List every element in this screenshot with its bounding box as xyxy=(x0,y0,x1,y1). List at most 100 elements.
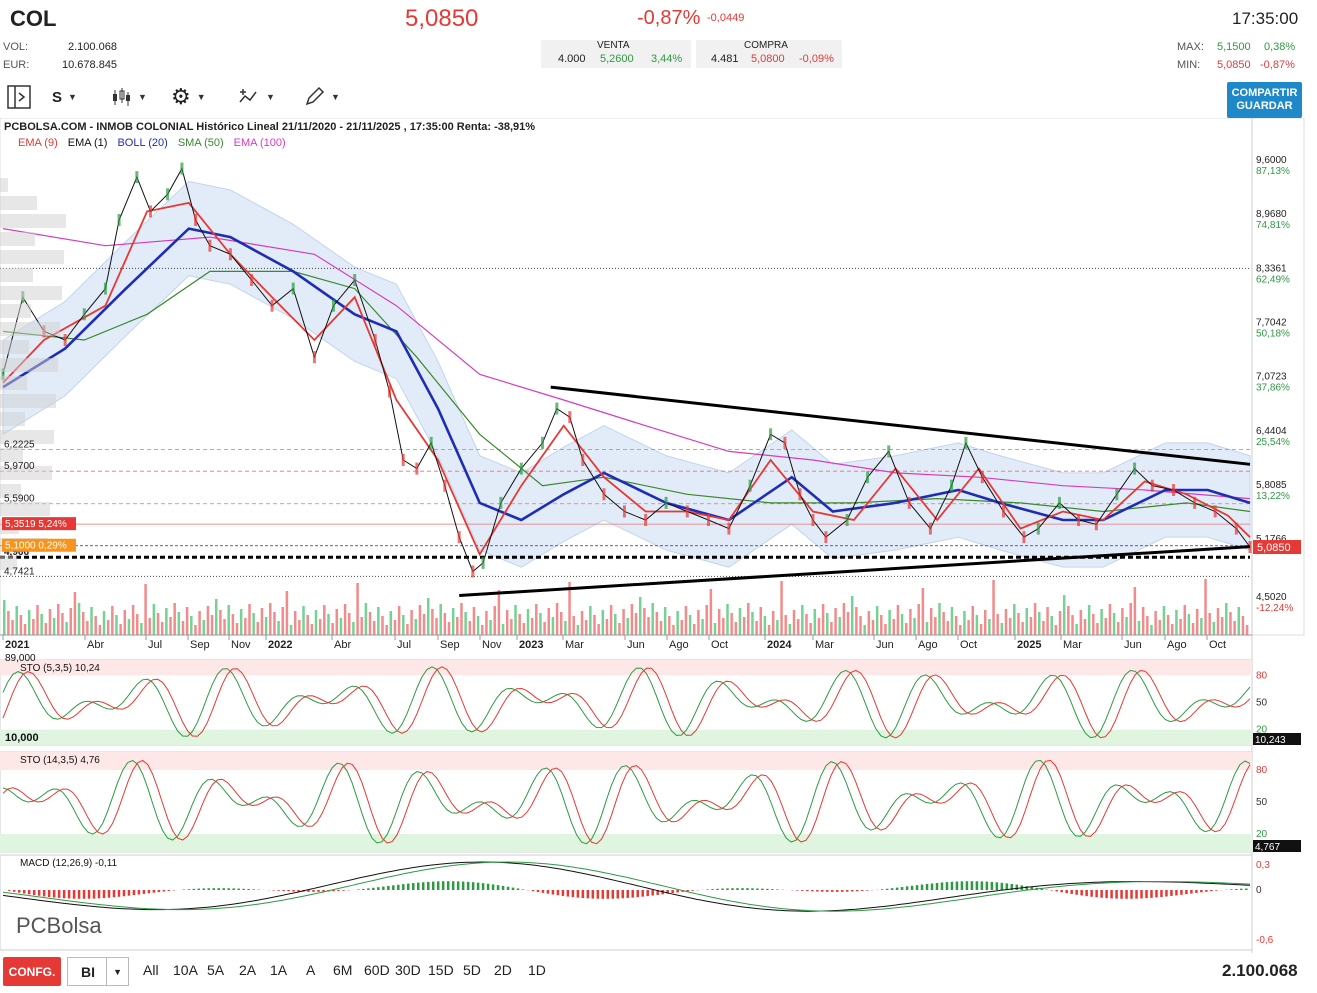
quote-time: 17:35:00 xyxy=(1232,9,1299,28)
ema100-line xyxy=(2,228,1251,500)
macd-histogram-bar xyxy=(1195,890,1198,893)
macd-histogram-bar xyxy=(277,890,280,891)
macd-histogram-bar xyxy=(412,883,415,890)
drawing-tools-button[interactable]: ▼ xyxy=(303,84,340,110)
price-candle xyxy=(499,496,503,509)
config-button[interactable]: CONFG. xyxy=(3,957,61,986)
price-candle xyxy=(82,308,86,321)
macd-histogram-bar xyxy=(1240,888,1243,890)
chart-mode-select[interactable]: BI ▼ xyxy=(67,957,129,986)
macd-histogram-bar xyxy=(1130,890,1133,899)
period-button[interactable]: All xyxy=(143,962,159,978)
macd-histogram-bar xyxy=(855,890,859,892)
y-tick-label: 7,0723 xyxy=(1256,372,1287,383)
macd-histogram-bar xyxy=(920,884,924,890)
period-button[interactable]: 60D xyxy=(364,962,390,978)
volume-bar xyxy=(697,610,700,635)
x-tick-label: Jun xyxy=(1124,639,1142,651)
volume-bar xyxy=(281,607,284,635)
macd-histogram-bar xyxy=(1040,888,1044,890)
indicators-button[interactable]: ▼ xyxy=(238,84,275,110)
volume-bar xyxy=(680,620,684,635)
period-button[interactable]: 1D xyxy=(528,962,546,978)
period-button[interactable]: 15D xyxy=(428,962,454,978)
volume-bar xyxy=(489,620,492,635)
macd-histogram-bar xyxy=(1085,890,1088,897)
volume-bar xyxy=(422,614,426,635)
macd-histogram-bar xyxy=(581,890,585,899)
volume-bar xyxy=(614,614,617,635)
macd-histogram-bar xyxy=(646,890,649,897)
period-button[interactable]: 10A xyxy=(173,962,198,978)
share-save-button[interactable]: COMPARTIR GUARDAR xyxy=(1227,82,1302,118)
macd-histogram-bar xyxy=(975,881,979,890)
macd-histogram-bar xyxy=(97,890,101,899)
macd-histogram-bar xyxy=(880,889,884,890)
volume-bar xyxy=(1104,618,1108,635)
macd-histogram-bar xyxy=(531,890,535,892)
macd-histogram-bar xyxy=(1140,890,1143,899)
price-candle xyxy=(950,479,954,492)
price-candle xyxy=(622,505,626,518)
price-candle xyxy=(443,479,447,492)
period-button[interactable]: 6M xyxy=(333,962,353,978)
volume-bar xyxy=(293,611,297,635)
macd-histogram-bar xyxy=(127,890,131,896)
macd-histogram-bar xyxy=(1095,890,1098,898)
period-button[interactable]: 2D xyxy=(494,962,512,978)
macd-histogram-bar xyxy=(506,886,510,890)
volume-bar xyxy=(485,611,488,635)
period-button[interactable]: 5A xyxy=(207,962,225,978)
volume-bar xyxy=(1092,614,1095,635)
period-button[interactable]: 5D xyxy=(463,962,481,978)
macd-histogram-bar xyxy=(42,890,46,897)
share-label: COMPARTIR xyxy=(1231,87,1298,99)
level-label: 4,7421 xyxy=(4,566,35,577)
volume-bar xyxy=(323,605,326,635)
macd-histogram-bar xyxy=(67,890,71,899)
volume-bar xyxy=(190,616,193,635)
price-candle xyxy=(353,274,357,287)
y-tick-pct: 50,18% xyxy=(1256,329,1290,340)
macd-histogram-bar xyxy=(1245,888,1248,890)
volume-bar xyxy=(160,622,164,635)
macd-histogram-bar xyxy=(1175,890,1178,896)
macd-histogram-bar xyxy=(616,890,620,899)
macd-histogram-bar xyxy=(307,890,310,892)
macd-histogram-bar xyxy=(711,889,714,890)
chevron-down-icon: ▼ xyxy=(266,92,275,102)
price-candle xyxy=(866,471,870,484)
volume-bar xyxy=(385,625,388,635)
settings-button[interactable]: ⚙ ▼ xyxy=(171,84,206,110)
volume-bar xyxy=(1141,607,1145,635)
volume-bar xyxy=(393,620,397,635)
period-button[interactable]: 2A xyxy=(239,962,257,978)
period-button[interactable]: 30D xyxy=(395,962,421,978)
macd-histogram-bar xyxy=(771,889,774,890)
volume-bar xyxy=(206,606,210,635)
volume-bar xyxy=(451,608,455,635)
volume-bar xyxy=(668,616,671,635)
macd-histogram-bar xyxy=(831,890,834,892)
period-button[interactable]: A xyxy=(306,962,316,978)
volume-bar xyxy=(1171,624,1174,635)
macd-histogram-bar xyxy=(636,890,639,898)
compra-qty: 4.481 xyxy=(711,53,739,65)
min-pct: -0,87% xyxy=(1260,59,1295,71)
y-tick-label: 8,9680 xyxy=(1256,209,1287,220)
volume-bar xyxy=(1183,605,1186,635)
volume-profile-bar xyxy=(0,556,17,570)
macd-histogram-bar xyxy=(970,881,974,890)
volume-bar xyxy=(426,598,430,635)
chart-type-button[interactable]: ▼ xyxy=(110,84,147,110)
max-label: MAX: xyxy=(1177,41,1204,53)
macd-histogram-bar xyxy=(546,890,550,894)
volume-bar xyxy=(855,607,858,635)
scale-menu-button[interactable]: S ▼ xyxy=(52,84,77,110)
period-button[interactable]: 1A xyxy=(270,962,288,978)
panel-toggle-button[interactable] xyxy=(6,84,32,110)
volume-bar xyxy=(81,612,85,635)
macd-histogram-bar xyxy=(1185,890,1188,895)
macd-histogram-bar xyxy=(651,890,654,896)
